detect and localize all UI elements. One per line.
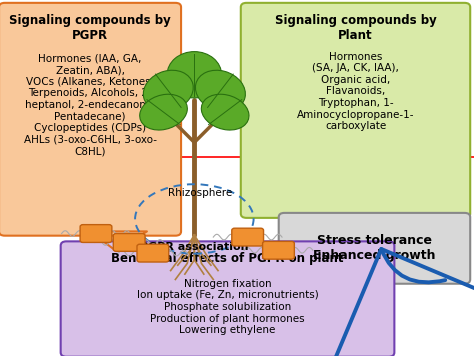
FancyBboxPatch shape bbox=[232, 228, 264, 246]
Text: Hormones (IAA, GA,
Zeatin, ABA),
VOCs (Alkanes, Ketones,
Terpenoids, Alcohols, 2: Hormones (IAA, GA, Zeatin, ABA), VOCs (A… bbox=[24, 53, 156, 156]
Text: Signaling compounds by
PGPR: Signaling compounds by PGPR bbox=[9, 14, 171, 42]
FancyBboxPatch shape bbox=[241, 3, 470, 218]
Ellipse shape bbox=[201, 94, 249, 130]
Text: Nitrogen fixation
Ion uptake (Fe, Zn, micronutrients)
Phosphate solubilization
P: Nitrogen fixation Ion uptake (Fe, Zn, mi… bbox=[137, 279, 319, 335]
FancyBboxPatch shape bbox=[61, 241, 394, 356]
Ellipse shape bbox=[167, 52, 221, 98]
FancyBboxPatch shape bbox=[263, 241, 294, 259]
Text: PGPR association: PGPR association bbox=[140, 242, 248, 252]
Ellipse shape bbox=[140, 94, 187, 130]
FancyBboxPatch shape bbox=[279, 213, 470, 284]
Text: Beneficial effects of PGPR on plant: Beneficial effects of PGPR on plant bbox=[111, 252, 344, 265]
FancyBboxPatch shape bbox=[0, 3, 181, 236]
Ellipse shape bbox=[195, 70, 246, 111]
FancyBboxPatch shape bbox=[137, 244, 169, 262]
Text: Stress tolerance
Enhanced growth: Stress tolerance Enhanced growth bbox=[313, 234, 436, 262]
Polygon shape bbox=[90, 231, 147, 251]
Ellipse shape bbox=[143, 70, 193, 111]
FancyArrowPatch shape bbox=[317, 249, 474, 356]
FancyBboxPatch shape bbox=[80, 225, 112, 242]
FancyBboxPatch shape bbox=[113, 234, 145, 251]
Text: Signaling compounds by
Plant: Signaling compounds by Plant bbox=[274, 14, 437, 42]
Text: Hormones
(SA, JA, CK, IAA),
Organic acid,
Flavanoids,
Tryptophan, 1-
Aminocyclop: Hormones (SA, JA, CK, IAA), Organic acid… bbox=[297, 52, 414, 131]
Text: Rhizosphere: Rhizosphere bbox=[168, 188, 233, 198]
